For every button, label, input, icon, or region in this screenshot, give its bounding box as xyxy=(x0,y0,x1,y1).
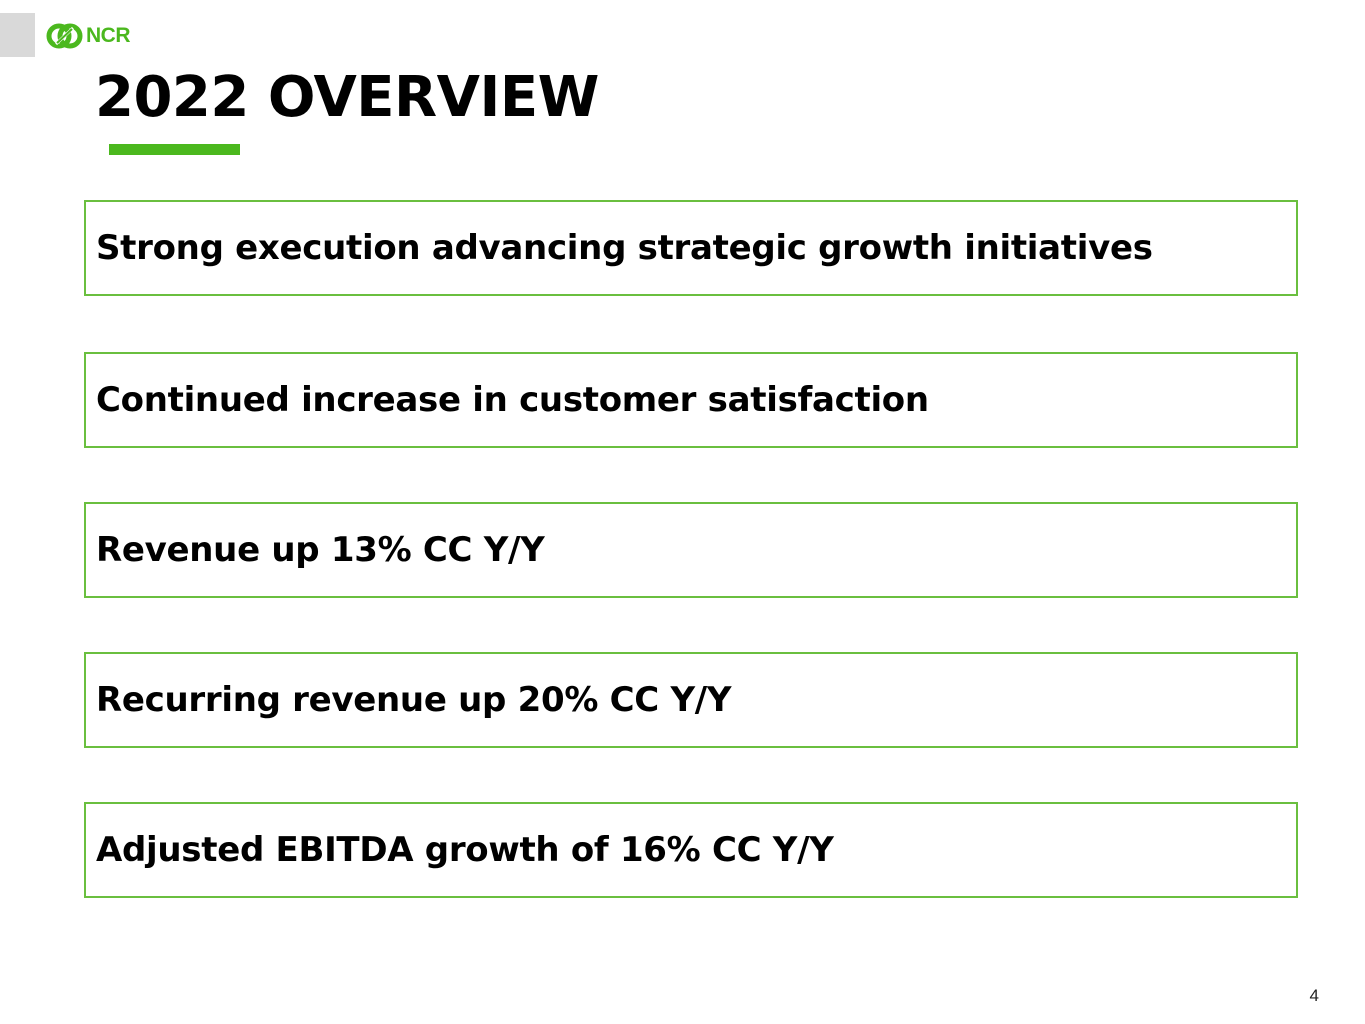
logo-text: NCR xyxy=(86,24,131,47)
highlight-box-2: Continued increase in customer satisfact… xyxy=(84,352,1298,448)
highlight-box-5: Adjusted EBITDA growth of 16% CC Y/Y xyxy=(84,802,1298,898)
highlight-box-3: Revenue up 13% CC Y/Y xyxy=(84,502,1298,598)
page-title: 2022 OVERVIEW xyxy=(95,65,599,130)
highlight-box-4: Recurring revenue up 20% CC Y/Y xyxy=(84,652,1298,748)
highlight-box-1: Strong execution advancing strategic gro… xyxy=(84,200,1298,296)
ncr-logo-icon xyxy=(46,23,83,49)
title-underline xyxy=(109,144,240,155)
page-number: 4 xyxy=(1309,986,1319,1005)
slide-corner-tab xyxy=(0,13,35,57)
ncr-logo: NCR xyxy=(46,18,131,54)
